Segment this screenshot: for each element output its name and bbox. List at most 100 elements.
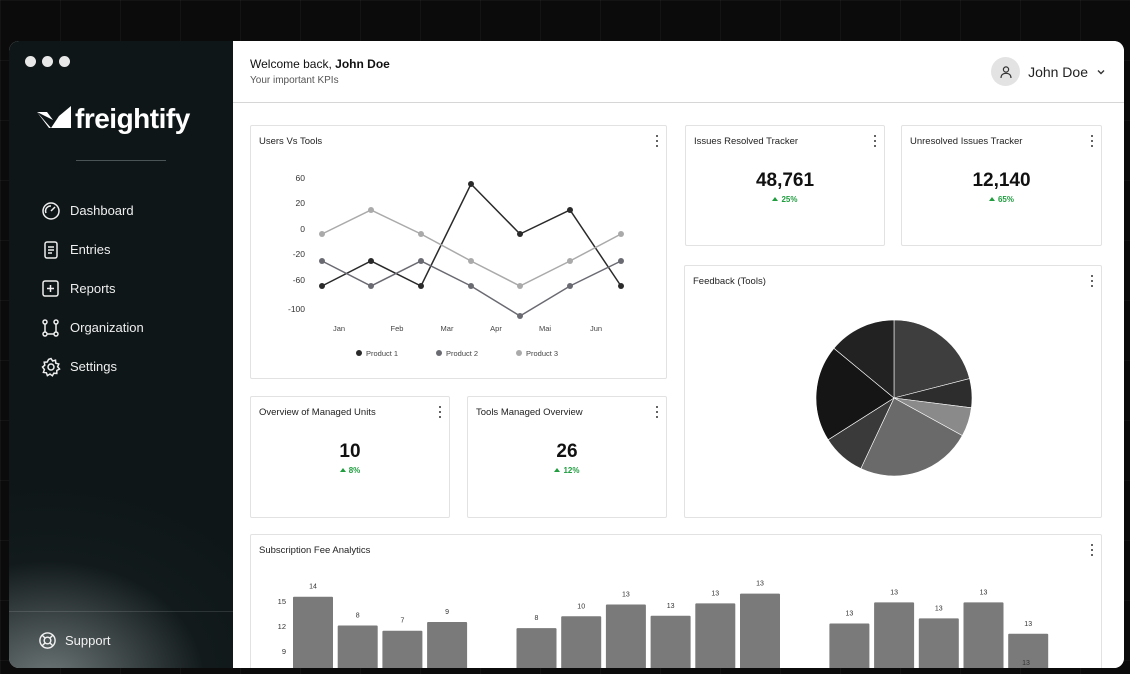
logo-divider bbox=[76, 160, 166, 161]
managed-units-card: Overview of Managed Units 10 8% bbox=[250, 396, 450, 518]
card-title: Issues Resolved Tracker bbox=[694, 136, 799, 147]
y-tick-label: 15 bbox=[278, 597, 286, 606]
sidebar-item-organization[interactable]: Organization bbox=[41, 308, 144, 347]
bar bbox=[516, 628, 557, 668]
bar-value-label: 13 bbox=[890, 589, 898, 596]
card-menu-icon[interactable] bbox=[654, 406, 660, 418]
bar-value-label: 8 bbox=[535, 615, 539, 622]
unresolved-issues-card: Unresolved Issues Tracker 12,140 65% bbox=[901, 125, 1102, 246]
bar-value-label: 13 bbox=[756, 581, 764, 588]
feedback-tools-card: Feedback (Tools) bbox=[684, 265, 1102, 518]
sidebar-item-label: Settings bbox=[70, 359, 117, 374]
card-title: Tools Managed Overview bbox=[476, 407, 583, 418]
pie-slice-1 bbox=[893, 319, 970, 399]
data-point bbox=[468, 283, 474, 289]
kpi-change: 8% bbox=[251, 466, 449, 475]
pie-slice-7 bbox=[833, 319, 895, 399]
sidebar-divider bbox=[9, 611, 233, 612]
sidebar-item-dashboard[interactable]: Dashboard bbox=[41, 191, 144, 230]
kpi-change: 25% bbox=[686, 195, 884, 204]
bar bbox=[427, 621, 468, 668]
data-point bbox=[368, 283, 374, 289]
card-menu-icon[interactable] bbox=[437, 406, 443, 418]
card-menu-icon[interactable] bbox=[654, 135, 660, 147]
feedback-pie-chart bbox=[815, 319, 973, 477]
arrow-up-icon bbox=[988, 197, 995, 201]
card-menu-icon[interactable] bbox=[1089, 275, 1095, 287]
window-controls bbox=[25, 56, 70, 67]
sidebar-item-label: Entries bbox=[70, 242, 111, 257]
lifebuoy-icon bbox=[39, 632, 56, 649]
y-tick-label: -20 bbox=[293, 249, 306, 259]
bar-value-label: 13 bbox=[1022, 660, 1030, 667]
bar-value-label: 14 bbox=[309, 584, 317, 591]
y-tick-label: 12 bbox=[278, 622, 286, 631]
welcome-message: Welcome back, John Doe bbox=[250, 57, 390, 71]
y-tick-label: 0 bbox=[300, 224, 305, 234]
window-maximize-dot[interactable] bbox=[59, 56, 70, 67]
bar-value-label: 7 bbox=[400, 618, 404, 625]
data-point bbox=[368, 207, 374, 213]
support-link[interactable]: Support bbox=[38, 631, 111, 650]
sidebar-item-label: Organization bbox=[70, 320, 144, 335]
card-title: Unresolved Issues Tracker bbox=[910, 136, 1023, 147]
app-window: freightify Dashboard Entries Reports bbox=[9, 41, 1124, 668]
sidebar-item-reports[interactable]: Reports bbox=[41, 269, 144, 308]
bar bbox=[740, 593, 780, 668]
bar bbox=[293, 596, 333, 668]
sidebar-item-entries[interactable]: Entries bbox=[41, 230, 144, 269]
support-label: Support bbox=[65, 633, 111, 648]
kpi-value: 26 bbox=[556, 441, 578, 462]
bar-value-label: 13 bbox=[622, 591, 630, 598]
legend-marker bbox=[436, 350, 442, 356]
legend-label: Product 2 bbox=[446, 349, 478, 358]
bar-value-label: 13 bbox=[846, 611, 854, 618]
sidebar: freightify Dashboard Entries Reports bbox=[9, 41, 233, 668]
y-tick-label: 9 bbox=[282, 647, 286, 656]
sidebar-nav: Dashboard Entries Reports Organization bbox=[41, 191, 144, 386]
bar bbox=[695, 603, 736, 668]
data-point bbox=[618, 283, 624, 289]
arrow-up-icon bbox=[339, 468, 346, 472]
arrow-up-icon bbox=[772, 197, 779, 201]
legend-label: Product 3 bbox=[526, 349, 558, 358]
x-tick-label: Apr bbox=[490, 324, 502, 333]
card-menu-icon[interactable] bbox=[1089, 135, 1095, 147]
gear-icon bbox=[41, 357, 61, 377]
kpi-change: 65% bbox=[902, 195, 1101, 204]
brand-logo[interactable]: freightify bbox=[37, 103, 190, 135]
bar bbox=[963, 602, 1004, 668]
user-name: John Doe bbox=[1028, 63, 1088, 80]
card-title: Users Vs Tools bbox=[259, 136, 323, 147]
bar-value-label: 13 bbox=[667, 603, 675, 610]
x-tick-label: Jan bbox=[333, 324, 345, 333]
data-point bbox=[567, 258, 573, 264]
data-point bbox=[368, 258, 374, 264]
sidebar-item-label: Dashboard bbox=[70, 203, 134, 218]
bar bbox=[1008, 633, 1049, 668]
window-minimize-dot[interactable] bbox=[42, 56, 53, 67]
brand-name: freightify bbox=[75, 103, 190, 134]
sidebar-item-settings[interactable]: Settings bbox=[41, 347, 144, 386]
bar bbox=[829, 623, 870, 668]
kpi-change: 12% bbox=[468, 466, 666, 475]
bar bbox=[605, 604, 646, 668]
x-tick-label: Feb bbox=[391, 324, 404, 333]
subscription-bar-chart: 15 12 9 14 8 7 9 8 10 13 13 13 13 13 13 13 13 13 13 bbox=[278, 581, 1049, 668]
data-point bbox=[319, 258, 325, 264]
data-point bbox=[517, 313, 523, 319]
user-menu[interactable]: John Doe bbox=[991, 57, 1106, 86]
window-close-dot[interactable] bbox=[25, 56, 36, 67]
series-line-1 bbox=[321, 182, 622, 288]
welcome-user-name: John Doe bbox=[335, 57, 390, 71]
x-tick-label: Jun bbox=[590, 324, 602, 333]
bar bbox=[918, 618, 959, 668]
bar bbox=[382, 630, 423, 668]
bar-value-label: 8 bbox=[356, 613, 360, 620]
data-point bbox=[468, 258, 474, 264]
card-menu-icon[interactable] bbox=[1089, 544, 1095, 556]
card-menu-icon[interactable] bbox=[872, 135, 878, 147]
data-point bbox=[618, 231, 624, 237]
tools-managed-card: Tools Managed Overview 26 12% bbox=[467, 396, 667, 518]
data-point bbox=[517, 283, 523, 289]
